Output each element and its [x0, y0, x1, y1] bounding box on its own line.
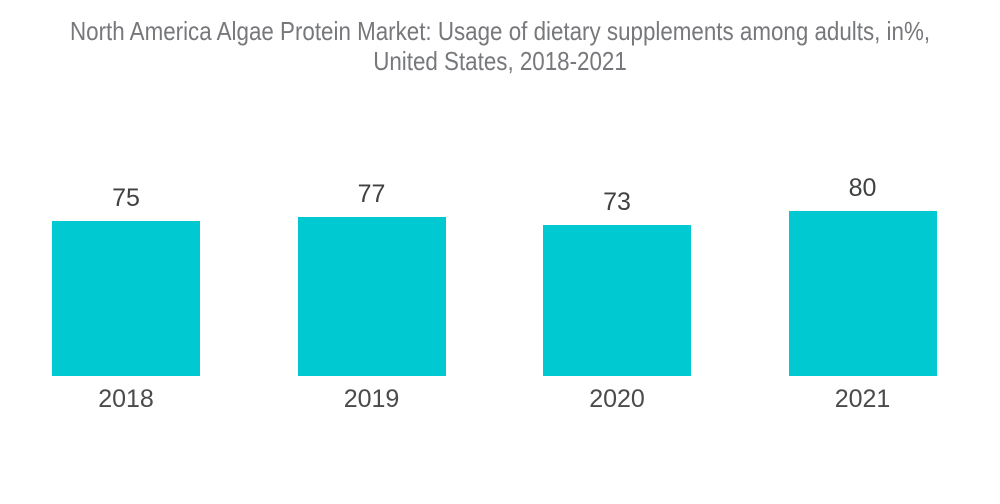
bar-2020[interactable]	[543, 225, 691, 376]
category-label-2021: 2021	[834, 385, 891, 413]
chart-title: North America Algae Protein Market: Usag…	[0, 16, 1000, 76]
chart-title-line-1: North America Algae Protein Market: Usag…	[70, 16, 931, 46]
bar-2019[interactable]	[298, 217, 446, 376]
category-label-2019: 2019	[343, 385, 400, 413]
chart-title-line-2: United States, 2018-2021	[373, 46, 627, 76]
bar-value-label-2018: 75	[112, 184, 140, 212]
category-label-2020: 2020	[589, 385, 645, 413]
bar-2021[interactable]	[789, 211, 937, 376]
bar-2018[interactable]	[52, 221, 200, 376]
bar-value-label-2019: 77	[357, 180, 386, 208]
bar-value-label-2020: 73	[603, 188, 631, 216]
bar-value-label-2021: 80	[848, 174, 877, 202]
category-label-2018: 2018	[98, 385, 154, 413]
